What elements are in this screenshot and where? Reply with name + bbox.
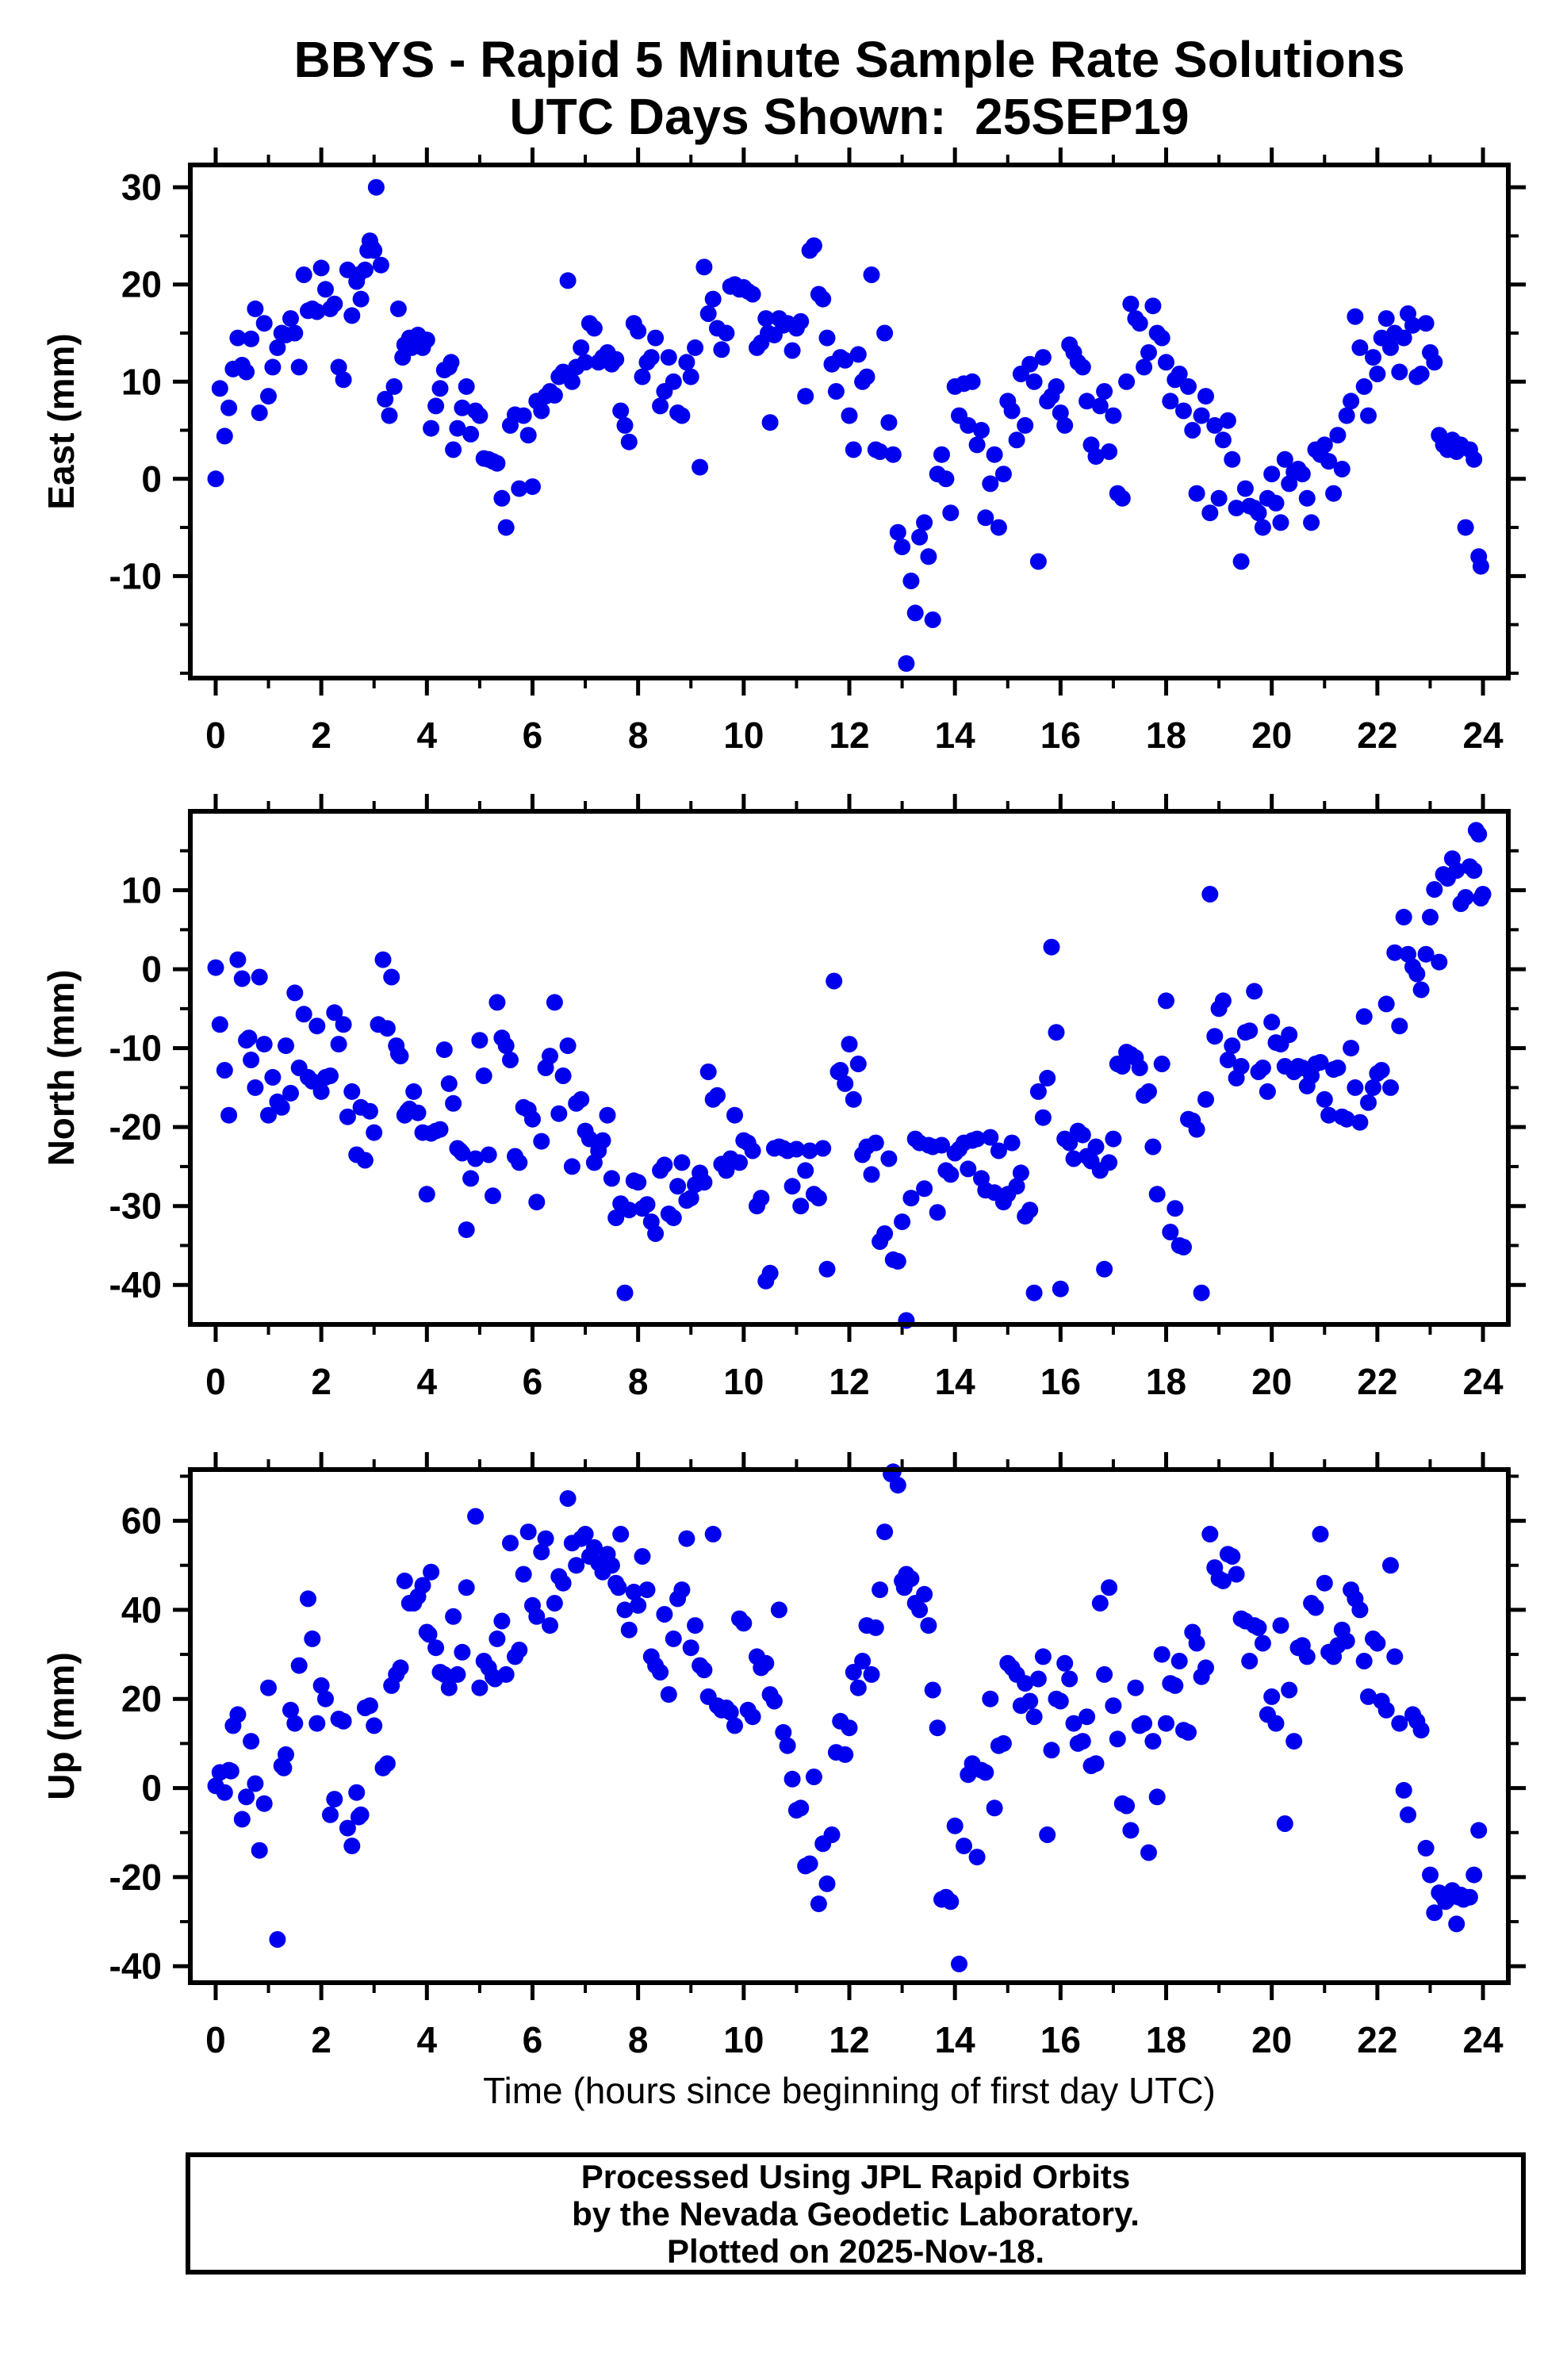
- y-tick-label: -10: [109, 1028, 162, 1069]
- x-tick-label: 2: [311, 1361, 331, 1402]
- y-tick-label: -20: [109, 1106, 162, 1148]
- figure-title: BBYS - Rapid 5 Minute Sample Rate Soluti…: [293, 31, 1405, 88]
- y-axis-title-up: Up (mm): [40, 1652, 82, 1800]
- x-tick-label: 4: [417, 2019, 438, 2060]
- processing-note-line2: by the Nevada Geodetic Laboratory.: [572, 2194, 1140, 2232]
- x-tick-label: 16: [1040, 715, 1081, 756]
- x-tick-label: 24: [1462, 715, 1504, 756]
- processing-note-line3: Plotted on 2025-Nov-18.: [666, 2232, 1045, 2270]
- x-tick-label: 0: [205, 2019, 226, 2060]
- x-tick-label: 10: [723, 715, 764, 756]
- figure-subtitle: UTC Days Shown: 25SEP19: [509, 88, 1190, 145]
- y-tick-label: 20: [121, 264, 162, 305]
- x-tick-label: 14: [935, 1361, 976, 1402]
- y-tick-label: -10: [109, 555, 162, 596]
- x-tick-label: 22: [1357, 1361, 1397, 1402]
- x-tick-label: 6: [523, 1361, 543, 1402]
- east-points: [207, 178, 1489, 673]
- x-tick-label: 22: [1357, 2019, 1397, 2060]
- x-tick-label: 24: [1462, 2019, 1504, 2060]
- x-tick-label: 12: [829, 715, 869, 756]
- x-tick-label: 8: [628, 715, 649, 756]
- y-tick-label: 0: [141, 1768, 162, 1809]
- x-tick-label: 20: [1251, 1361, 1292, 1402]
- x-axis-title: Time (hours since beginning of first day…: [483, 2070, 1216, 2111]
- x-tick-label: 10: [723, 2019, 764, 2060]
- x-tick-label: 16: [1040, 1361, 1081, 1402]
- y-tick-label: 60: [121, 1500, 162, 1542]
- x-tick-label: 12: [829, 2019, 869, 2060]
- x-tick-label: 18: [1146, 2019, 1186, 2060]
- north-points: [207, 822, 1492, 1329]
- y-tick-label: -40: [109, 1945, 162, 1987]
- x-tick-label: 14: [935, 715, 976, 756]
- y-tick-label: 0: [141, 458, 162, 500]
- y-tick-label: 10: [121, 870, 162, 911]
- x-tick-label: 12: [829, 1361, 869, 1402]
- y-tick-label: 10: [121, 361, 162, 402]
- x-tick-label: 18: [1146, 715, 1186, 756]
- y-tick-label: -20: [109, 1857, 162, 1898]
- x-tick-label: 2: [311, 2019, 331, 2060]
- processing-note-box: Processed Using JPL Rapid Orbits by the …: [186, 2152, 1526, 2275]
- y-tick-label: 30: [121, 167, 162, 208]
- x-tick-label: 0: [205, 715, 226, 756]
- up-points: [207, 1463, 1488, 1972]
- x-tick-label: 2: [311, 715, 331, 756]
- x-tick-label: 6: [523, 2019, 543, 2060]
- x-tick-label: 4: [417, 715, 438, 756]
- y-tick-label: -30: [109, 1186, 162, 1227]
- x-tick-label: 24: [1462, 1361, 1504, 1402]
- panel-frame: [188, 163, 1511, 680]
- x-tick-label: 8: [628, 1361, 649, 1402]
- panel-north: 0 2 4 6 8 10 12 14 16 18 20 22 24-40-30-20-10010Nort…: [40, 794, 1526, 1402]
- y-axis-title-east: East (mm): [40, 333, 82, 509]
- x-tick-label: 14: [935, 2019, 976, 2060]
- y-tick-label: 20: [121, 1678, 162, 1719]
- x-tick-label: 6: [523, 715, 543, 756]
- processing-note-line1: Processed Using JPL Rapid Orbits: [580, 2157, 1131, 2195]
- panel-frame: [188, 809, 1511, 1327]
- x-tick-label: 18: [1146, 1361, 1186, 1402]
- panel-frame: [188, 1467, 1511, 1985]
- x-tick-label: 10: [723, 1361, 764, 1402]
- y-axis-title-north: North (mm): [40, 970, 82, 1167]
- x-tick-label: 4: [417, 1361, 438, 1402]
- y-tick-label: 0: [141, 949, 162, 990]
- x-tick-label: 22: [1357, 715, 1397, 756]
- y-tick-label: -40: [109, 1264, 162, 1305]
- x-tick-label: 20: [1251, 715, 1292, 756]
- x-tick-label: 20: [1251, 2019, 1292, 2060]
- x-tick-label: 16: [1040, 2019, 1081, 2060]
- x-tick-label: 8: [628, 2019, 649, 2060]
- x-tick-label: 0: [205, 1361, 226, 1402]
- y-tick-label: 40: [121, 1589, 162, 1631]
